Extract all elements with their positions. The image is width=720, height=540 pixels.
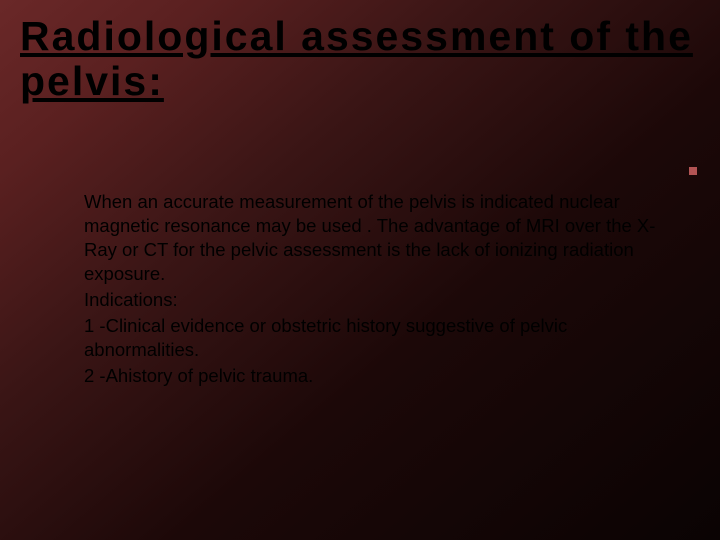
bullet-square-icon bbox=[689, 167, 697, 175]
paragraph: 1 -Clinical evidence or obstetric histor… bbox=[84, 314, 672, 362]
body-text-block: When an accurate measurement of the pelv… bbox=[84, 190, 672, 390]
paragraph: Indications: bbox=[84, 288, 672, 312]
slide: Radiological assessment of the pelvis: W… bbox=[0, 0, 720, 540]
paragraph: When an accurate measurement of the pelv… bbox=[84, 190, 672, 286]
slide-title: Radiological assessment of the pelvis: bbox=[20, 14, 700, 104]
paragraph: 2 -Ahistory of pelvic trauma. bbox=[84, 364, 672, 388]
